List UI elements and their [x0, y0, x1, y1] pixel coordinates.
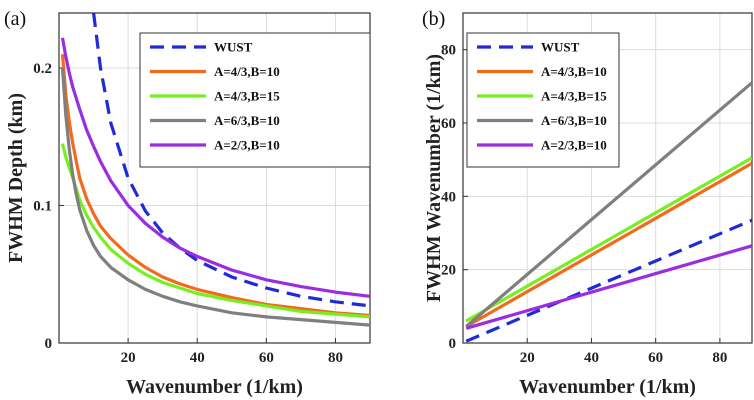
panel-a-ytick-label: 0.2	[33, 61, 52, 77]
panel-b-series-line	[465, 218, 752, 343]
panel-b-series-line	[465, 161, 752, 328]
panel-a-legend-label: A=4/3,B=10	[214, 64, 280, 79]
panel-a-xtick-label: 40	[190, 350, 205, 366]
panel-a-series-group	[60, 13, 370, 327]
panel-a-series-line	[92, 13, 370, 308]
panel-b-legend-label: WUST	[541, 40, 580, 55]
panel-a-label: (a)	[4, 8, 26, 30]
panel-a-legend-label: A=4/3,B=15	[214, 89, 280, 104]
panel-a-series-line	[60, 54, 370, 318]
panel-a-xtick-label: 60	[259, 350, 274, 366]
panel-a-series-line	[60, 37, 370, 298]
panel-b-series-line	[465, 156, 752, 323]
panel-b-ytick-label: 0	[449, 336, 457, 352]
panel-b-xtick-label: 80	[712, 350, 727, 366]
panel-a-y-axis-label: FWHM Depth (km)	[5, 93, 27, 263]
panel-a-series-line	[60, 67, 370, 327]
panel-a-ytick-label: 0.1	[33, 199, 52, 215]
panel-b-xtick-label: 40	[584, 350, 599, 366]
panel-b-xtick-label: 60	[648, 350, 663, 366]
panel-b-ytick-label: 60	[441, 116, 456, 132]
panel-a-xtick-label: 20	[121, 350, 136, 366]
panel-a-legend-label: WUST	[214, 40, 253, 55]
panel-b-ytick-label: 40	[441, 189, 456, 205]
panel-a-legend-label: A=6/3,B=10	[214, 113, 280, 128]
panel-b-series-group	[465, 81, 752, 343]
panel-b-series-line	[465, 244, 752, 330]
panel-b-series-line	[465, 81, 752, 328]
panel-b-legend-label: A=2/3,B=10	[541, 138, 607, 153]
panel-a: 20 40 60 80 0 0.1 0.2 Wavenumber (1/km) FWHM Dep…	[4, 8, 371, 398]
panel-a-x-axis-label: Wavenumber (1/km)	[126, 376, 303, 398]
panel-a-axes-box	[58, 12, 371, 344]
panel-b-ytick-label: 20	[441, 263, 456, 279]
panel-b-legend-label: A=6/3,B=10	[541, 113, 607, 128]
panel-b-label: (b)	[422, 8, 445, 30]
panel-b-xtick-label: 20	[520, 350, 535, 366]
panel-b-y-axis-label: FWHM Wavenumber (1/km)	[423, 54, 445, 302]
panel-a-legend-label: A=2/3,B=10	[214, 138, 280, 153]
panel-b-ytick-label: 80	[441, 43, 456, 59]
panel-b-legend-label: A=4/3,B=10	[541, 64, 607, 79]
panel-a-ytick-label: 0	[45, 336, 53, 352]
panel-b-x-axis-label: Wavenumber (1/km)	[519, 376, 696, 398]
panel-b: 20 40 60 80 0 20 40 60 80 Wavenumber (1/km) FWHM W…	[422, 8, 753, 398]
panel-b-axes-box	[462, 12, 753, 344]
panel-b-legend-label: A=4/3,B=15	[541, 89, 607, 104]
panel-a-xtick-label: 80	[328, 350, 343, 366]
